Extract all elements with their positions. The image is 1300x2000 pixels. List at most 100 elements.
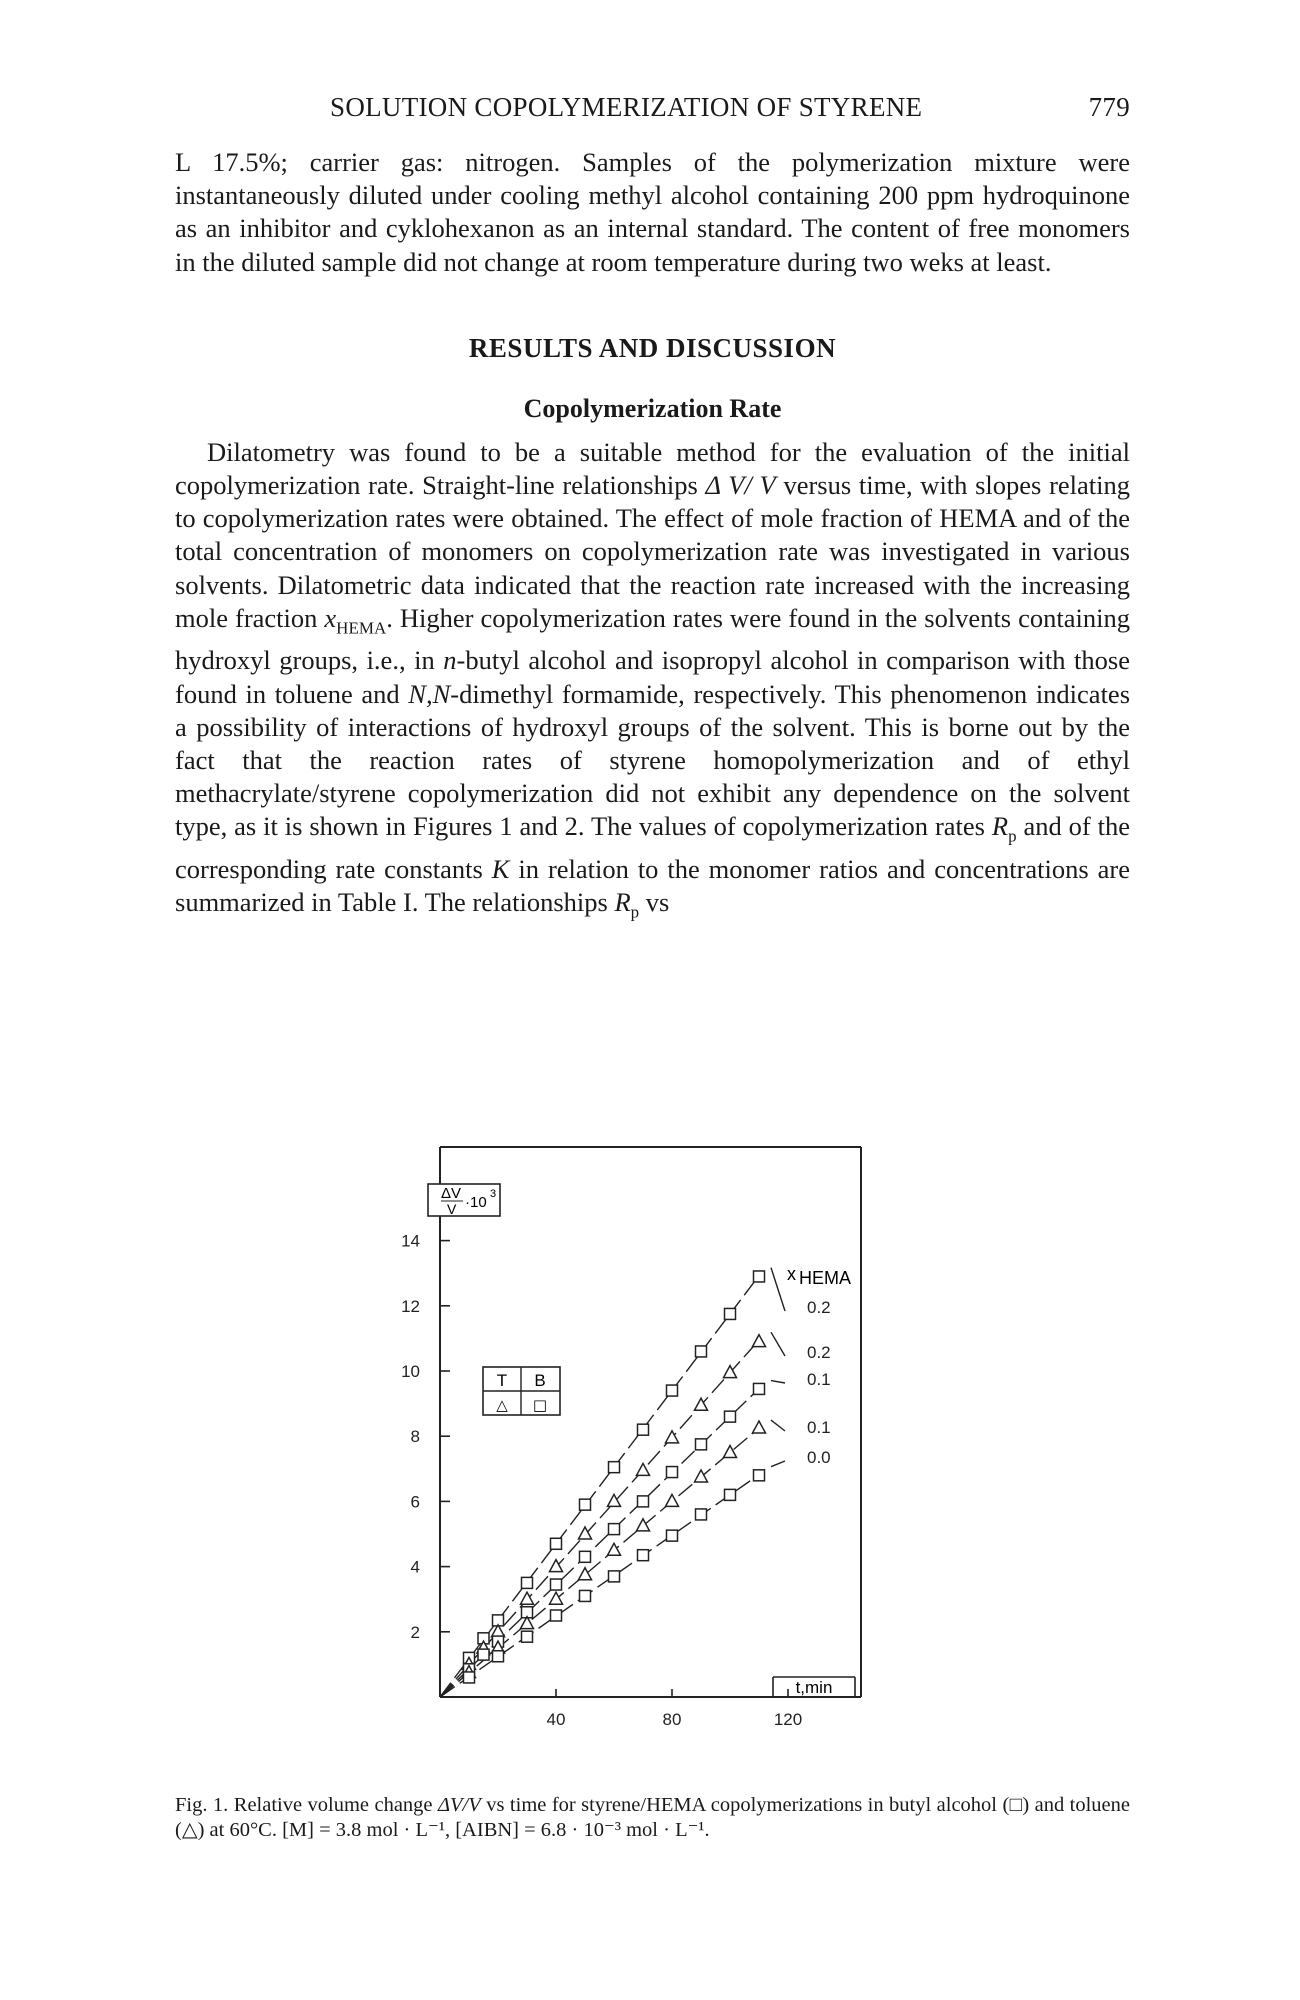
leader-line: [770, 1419, 786, 1432]
square-marker: [665, 1465, 679, 1479]
y-tick-label: 14: [401, 1232, 420, 1251]
y-axis-label-box: ΔV V ·10 3: [427, 1183, 501, 1217]
triangle-marker: [693, 1468, 709, 1483]
rate-symbol-rp2-sub: p: [630, 902, 640, 922]
y-label-exponent: 3: [490, 1188, 496, 1200]
y-label-denominator: V: [447, 1201, 457, 1217]
square-marker: [723, 1488, 737, 1502]
square-marker: [752, 1382, 766, 1396]
y-tick-label: 6: [411, 1492, 420, 1511]
legend-title-x: x: [787, 1264, 796, 1284]
rate-symbol-rp2: R: [614, 887, 631, 918]
triangle-marker: [751, 1419, 767, 1434]
data-markers: [461, 1270, 767, 1684]
triangle-marker: [519, 1615, 535, 1630]
rate-symbol-rp-sub: p: [1008, 826, 1017, 846]
triangle-marker: [519, 1590, 535, 1605]
rate-symbol-n: n: [443, 645, 457, 676]
line-label: 0.0: [807, 1448, 831, 1467]
running-head-title: SOLUTION COPOLYMERIZATION OF STYRENE: [330, 92, 923, 122]
page-number: 779: [1088, 92, 1130, 122]
x-tick-label: 120: [774, 1710, 802, 1729]
square-marker: [752, 1469, 766, 1482]
rate-symbol-k: K: [491, 853, 510, 884]
square-marker: [520, 1576, 534, 1590]
square-marker: [462, 1671, 476, 1684]
y-tick-label: 4: [411, 1558, 420, 1577]
triangle-marker: [548, 1558, 564, 1573]
rate-text-7: in relation to the monomer ratios and co…: [175, 853, 1131, 918]
square-marker: [694, 1508, 708, 1521]
square-marker: [694, 1438, 708, 1451]
square-marker: [549, 1609, 563, 1622]
figure-1-chart: ΔV V ·10 3 T B △ □ x HEMA 2 4 6 8 10 12 14 40 80…: [401, 1146, 862, 1729]
square-marker: [549, 1537, 563, 1551]
rate-symbol-x: x: [324, 602, 337, 633]
triangle-marker: [606, 1541, 622, 1557]
triangle-marker: [664, 1492, 680, 1508]
legend-title-sub: HEMA: [799, 1268, 851, 1288]
rate-text-5: -dimethyl formamide, respectively. This …: [175, 678, 1131, 842]
square-marker: [477, 1648, 490, 1661]
square-marker: [607, 1570, 621, 1583]
square-marker: [578, 1589, 592, 1603]
figure-1: ΔV V ·10 3 T B △ □ x HEMA 2 4 6 8 10 12 14 40 80…: [175, 1052, 1130, 1762]
line-label: 0.2: [807, 1298, 831, 1317]
square-marker: [752, 1270, 766, 1283]
square-marker: [636, 1423, 650, 1436]
caption-symbol: ΔV/V: [438, 1793, 481, 1816]
fit-line: [439, 1427, 760, 1698]
line-label: 0.1: [807, 1418, 831, 1437]
square-marker: [694, 1345, 708, 1358]
square-marker: [636, 1548, 650, 1562]
rate-symbol-dv: Δ V/ V: [705, 470, 776, 501]
rate-text-6: and of the corresponding rate constants: [175, 811, 1130, 884]
running-head: SOLUTION COPOLYMERIZATION OF STYRENE 779: [175, 92, 1130, 132]
y-tick-label: 10: [401, 1362, 420, 1381]
rate-paragraph: Dilatometry was found to be a suitable m…: [175, 436, 1130, 929]
legend-title: x HEMA: [787, 1264, 851, 1288]
triangle-marker: [751, 1333, 767, 1348]
y-tick-label: 2: [411, 1623, 420, 1642]
square-marker: [723, 1410, 737, 1423]
subsection-heading: Copolymerization Rate: [523, 393, 782, 423]
y-label-factor: ·10: [465, 1194, 487, 1211]
rate-symbol-rp: R: [991, 811, 1009, 842]
triangle-marker: [577, 1525, 593, 1540]
legend-key-t: T: [497, 1371, 507, 1390]
legend-key-square: □: [533, 1396, 547, 1414]
square-marker: [607, 1522, 621, 1536]
square-marker: [520, 1630, 534, 1643]
line-label: 0.1: [807, 1370, 831, 1389]
rate-text-8: vs: [639, 887, 670, 918]
continuation-paragraph: L 17.5%; carrier gas: nitrogen. Samples …: [175, 147, 1130, 277]
y-label-numerator: ΔV: [441, 1185, 461, 1202]
square-marker: [723, 1307, 737, 1321]
square-marker: [665, 1529, 679, 1542]
triangle-marker: [693, 1396, 709, 1411]
y-tick-label: 8: [411, 1427, 420, 1446]
square-marker: [578, 1498, 592, 1511]
square-marker: [578, 1550, 592, 1564]
section-heading: RESULTS AND DISCUSSION: [468, 332, 837, 363]
caption-lead: Fig. 1.: [175, 1793, 229, 1816]
leader-line: [770, 1379, 786, 1384]
leader-lines: 0.2 0.2 0.1 0.1 0.0: [770, 1267, 831, 1468]
x-tick-label: 80: [663, 1710, 682, 1729]
rate-text-2: versus time, with slopes relating to cop…: [175, 470, 1131, 633]
rate-symbol-x-sub: HEMA: [336, 618, 387, 638]
triangle-marker: [635, 1517, 651, 1532]
triangle-marker: [664, 1429, 680, 1444]
x-axis-label-box: t,min: [772, 1676, 856, 1697]
caption-rest: vs time for styrene/HEMA copolymerizatio…: [175, 1793, 1131, 1841]
chart-frame: [439, 1146, 862, 1698]
x-axis-label: t,min: [796, 1678, 833, 1697]
legend-key-triangle: △: [496, 1396, 508, 1414]
square-marker: [491, 1650, 505, 1663]
square-marker: [607, 1460, 621, 1474]
caption-text: Relative volume change: [228, 1793, 438, 1816]
triangle-marker: [635, 1461, 651, 1477]
y-tick-label: 12: [401, 1297, 420, 1316]
leader-line: [770, 1460, 786, 1468]
rate-text-3: . Higher copolymerization rates were fou…: [175, 602, 1130, 676]
